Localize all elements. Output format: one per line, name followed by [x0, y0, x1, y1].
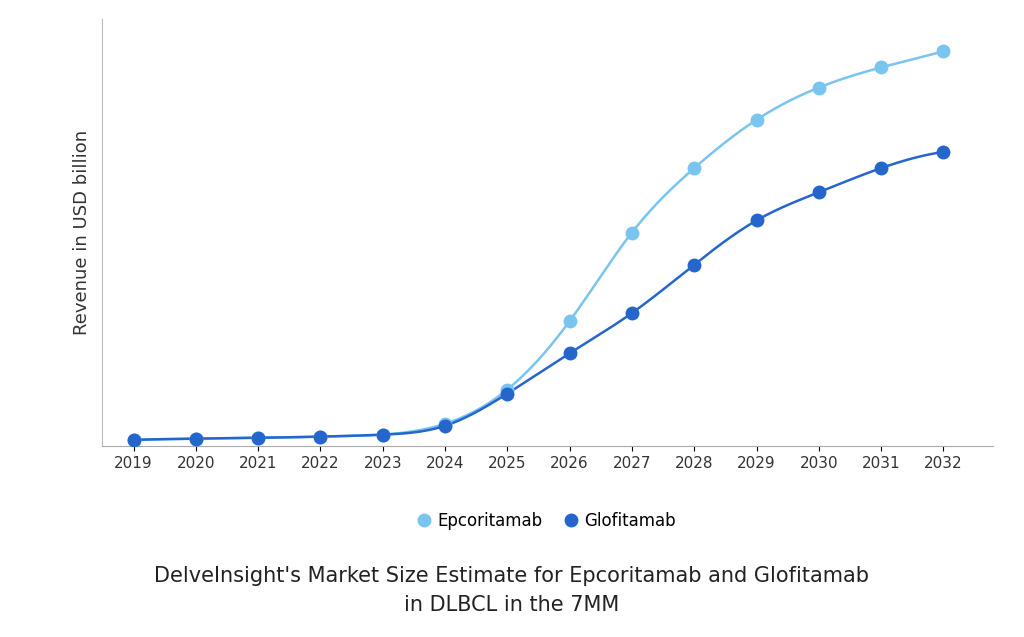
Glofitamab	[563, 350, 575, 357]
Epcoritamab	[874, 64, 887, 71]
Glofitamab	[377, 431, 389, 438]
Epcoritamab	[688, 164, 700, 172]
Glofitamab	[937, 148, 949, 156]
Epcoritamab	[937, 48, 949, 55]
Epcoritamab	[189, 435, 202, 443]
Y-axis label: Revenue in USD billion: Revenue in USD billion	[74, 130, 91, 335]
Line: Glofitamab: Glofitamab	[127, 146, 949, 446]
Epcoritamab	[127, 436, 139, 444]
Epcoritamab	[314, 433, 327, 440]
Glofitamab	[751, 217, 763, 224]
Glofitamab	[439, 422, 452, 429]
Epcoritamab	[377, 431, 389, 438]
Glofitamab	[501, 390, 513, 397]
Text: in DLBCL in the 7MM: in DLBCL in the 7MM	[404, 595, 620, 615]
Glofitamab	[252, 434, 264, 441]
Glofitamab	[127, 436, 139, 444]
Legend: Epcoritamab, Glofitamab: Epcoritamab, Glofitamab	[414, 505, 682, 537]
Glofitamab	[813, 189, 825, 196]
Epcoritamab	[626, 229, 638, 236]
Glofitamab	[874, 164, 887, 172]
Epcoritamab	[813, 83, 825, 91]
Glofitamab	[314, 433, 327, 440]
Epcoritamab	[563, 317, 575, 325]
Text: DelveInsight's Market Size Estimate for Epcoritamab and Glofitamab: DelveInsight's Market Size Estimate for …	[155, 566, 869, 587]
Epcoritamab	[751, 116, 763, 124]
Line: Epcoritamab: Epcoritamab	[127, 45, 949, 446]
Epcoritamab	[439, 420, 452, 427]
Glofitamab	[189, 435, 202, 443]
Glofitamab	[688, 261, 700, 269]
Epcoritamab	[501, 386, 513, 394]
Epcoritamab	[252, 434, 264, 441]
Glofitamab	[626, 309, 638, 317]
